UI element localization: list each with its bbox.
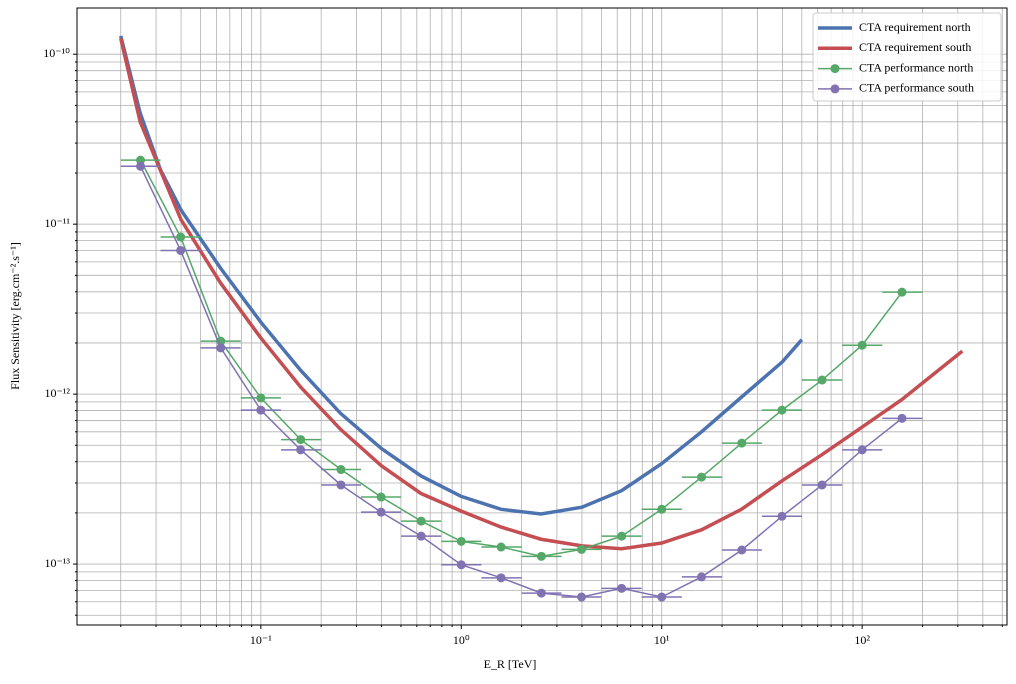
marker — [657, 504, 667, 514]
y-axis-label: Flux Sensitivity [erg.cm⁻².s⁻¹] — [8, 242, 22, 390]
marker — [376, 492, 386, 502]
marker — [376, 507, 386, 517]
marker — [697, 472, 707, 482]
legend-label: CTA performance south — [859, 81, 974, 95]
marker — [496, 573, 506, 583]
legend-box — [812, 12, 1002, 102]
marker — [657, 592, 667, 602]
legend-label: CTA performance north — [859, 60, 973, 74]
marker — [336, 465, 346, 475]
marker — [536, 551, 546, 561]
marker — [737, 438, 747, 448]
marker — [897, 287, 907, 297]
legend-label: CTA requirement north — [859, 20, 971, 34]
marker — [817, 480, 827, 490]
marker — [256, 405, 266, 415]
marker — [777, 405, 787, 415]
marker — [577, 592, 587, 602]
marker — [857, 445, 867, 455]
marker — [176, 232, 186, 242]
marker — [777, 511, 787, 521]
marker — [456, 560, 466, 570]
x-tick-label: 10⁻¹ — [250, 633, 272, 647]
y-tick-label: 10⁻¹⁰ — [43, 46, 70, 60]
marker — [416, 531, 426, 541]
marker — [216, 343, 226, 353]
marker — [296, 445, 306, 455]
x-tick-label: 10⁰ — [453, 633, 470, 647]
x-axis-label: E_R [TeV] — [484, 657, 537, 671]
marker — [176, 245, 186, 255]
marker — [897, 413, 907, 423]
legend-marker — [830, 64, 840, 74]
marker — [416, 516, 426, 526]
marker — [336, 480, 346, 490]
y-tick-label: 10⁻¹² — [44, 386, 70, 400]
plot-frame — [76, 7, 1008, 626]
marker — [536, 588, 546, 598]
y-tick-label: 10⁻¹³ — [44, 556, 70, 570]
marker — [617, 531, 627, 541]
marker — [737, 545, 747, 555]
marker — [456, 536, 466, 546]
y-tick-label: 10⁻¹¹ — [44, 216, 70, 230]
series-line — [139, 159, 903, 558]
x-tick-label: 10² — [854, 633, 870, 647]
marker — [577, 544, 587, 554]
marker — [857, 340, 867, 350]
marker — [296, 435, 306, 445]
marker — [697, 572, 707, 582]
marker — [256, 393, 266, 403]
marker — [136, 161, 146, 171]
marker — [617, 583, 627, 593]
marker — [496, 542, 506, 552]
x-tick-label: 10¹ — [654, 633, 670, 647]
legend-label: CTA requirement south — [859, 40, 971, 54]
legend-marker — [830, 84, 840, 94]
series-line — [119, 35, 804, 516]
marker — [817, 375, 827, 385]
series-line — [139, 165, 903, 598]
series-line — [119, 37, 964, 551]
